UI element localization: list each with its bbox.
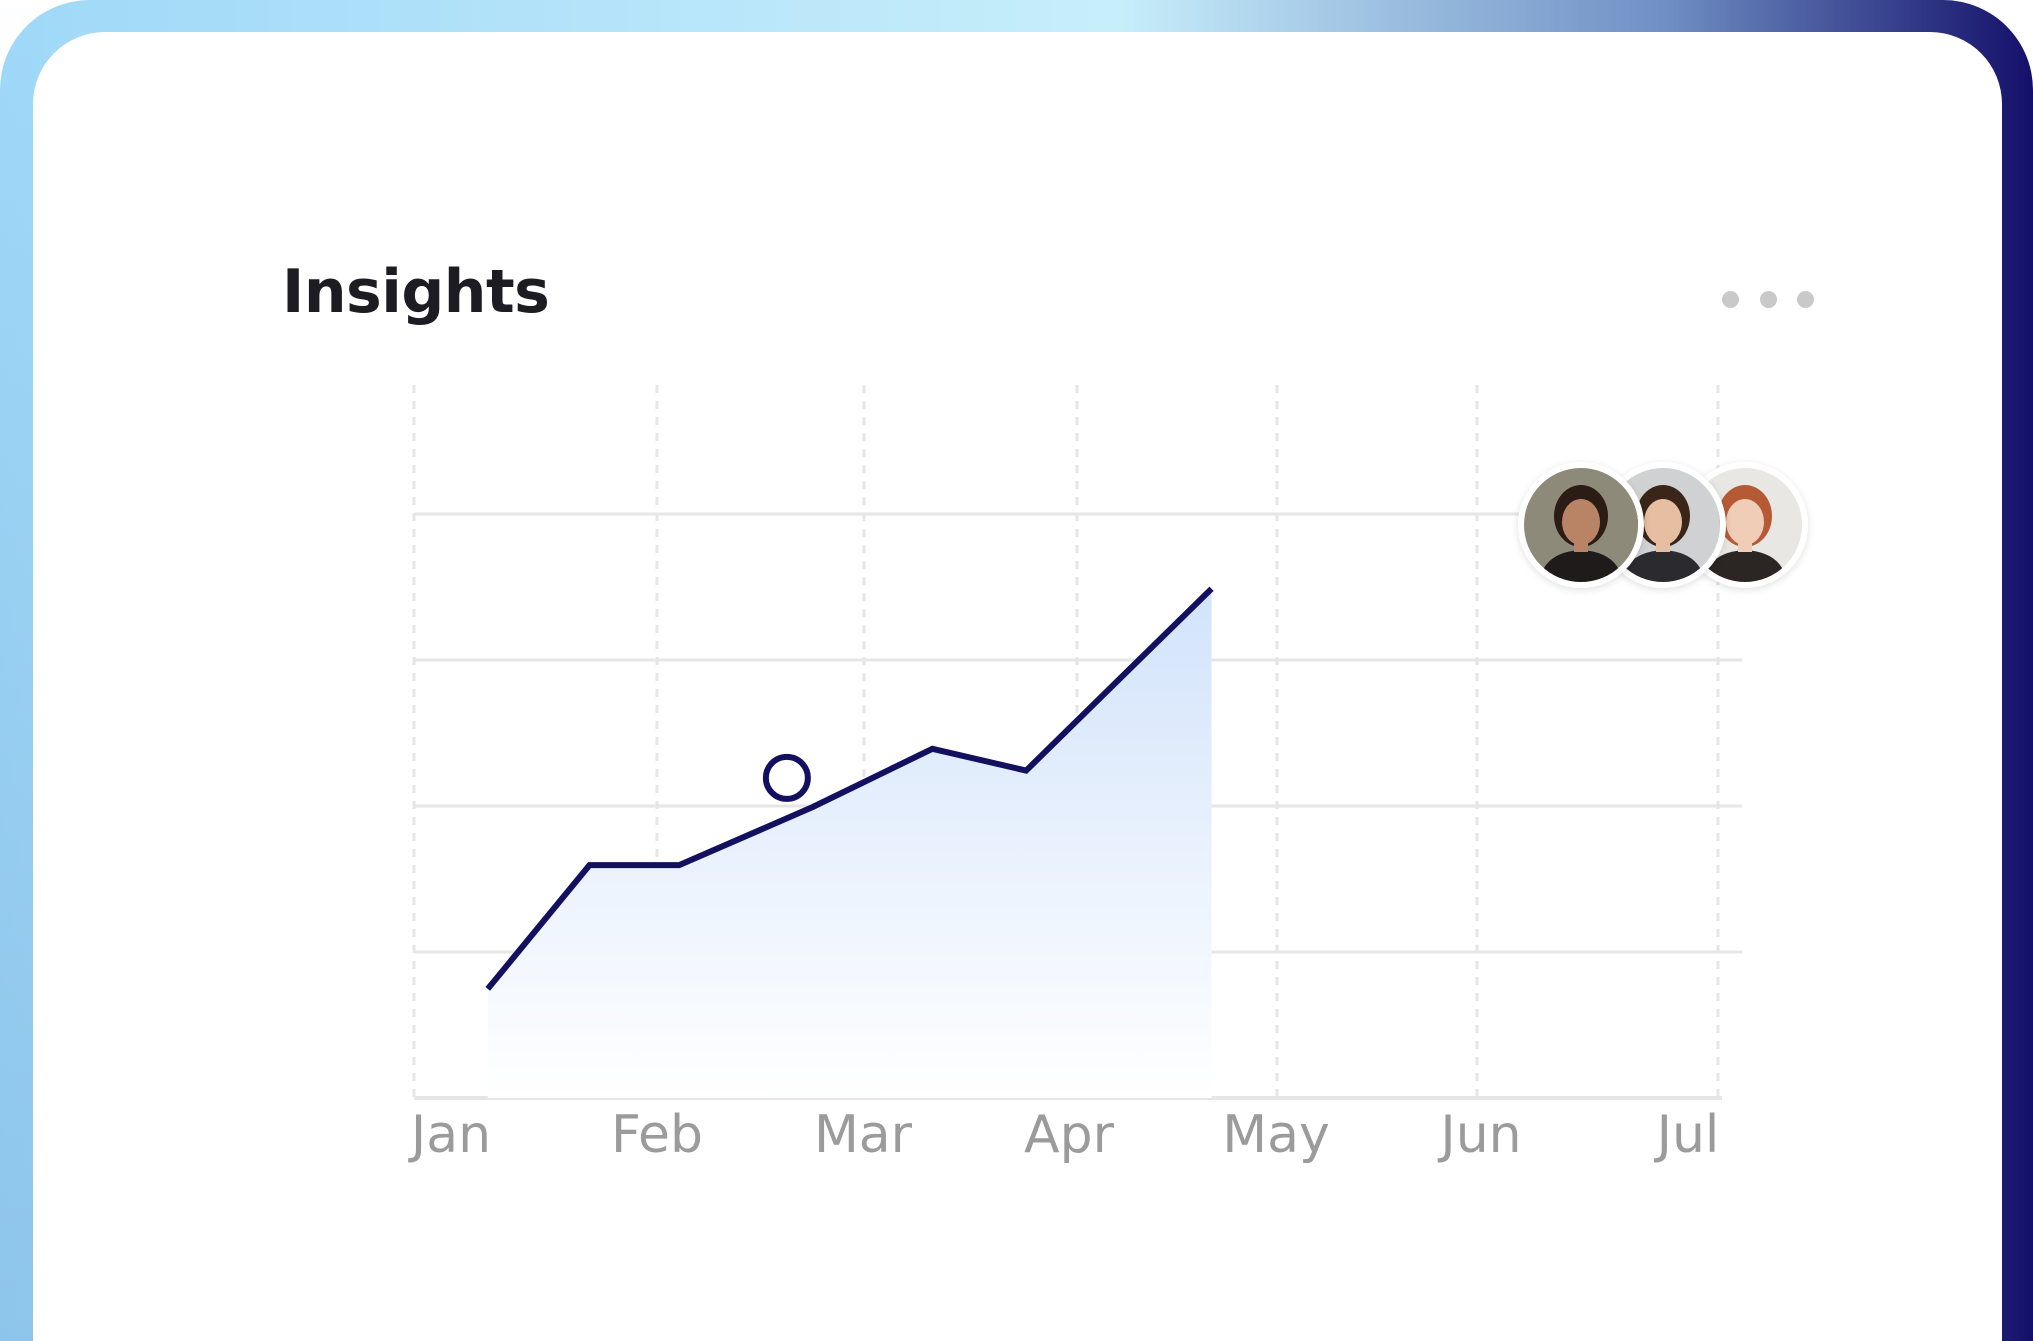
x-tick-label-jan: Jan — [408, 1105, 491, 1165]
x-tick-label-apr: Apr — [1024, 1105, 1115, 1165]
more-horizontal-icon — [1797, 290, 1814, 308]
hover-point-marker — [762, 753, 811, 802]
more-options-button[interactable] — [1722, 282, 1814, 316]
x-tick-label-may: May — [1222, 1105, 1330, 1165]
card-title: Insights — [282, 257, 550, 327]
series-area — [487, 588, 1212, 1098]
more-horizontal-icon — [1722, 290, 1739, 308]
x-tick-label-feb: Feb — [611, 1105, 703, 1165]
x-tick-label-jun: Jun — [1437, 1105, 1521, 1165]
collaborator-avatars — [1518, 462, 1808, 588]
data-points — [487, 588, 1212, 989]
avatar-woman-dark-hair[interactable] — [1518, 462, 1644, 588]
x-axis-labels: Jan Feb Mar Apr May Jun Jul — [408, 1105, 1719, 1165]
insights-card — [33, 32, 2002, 1341]
more-horizontal-icon — [1759, 290, 1777, 308]
x-tick-label-jul: Jul — [1654, 1105, 1720, 1165]
x-tick-label-mar: Mar — [814, 1105, 913, 1165]
